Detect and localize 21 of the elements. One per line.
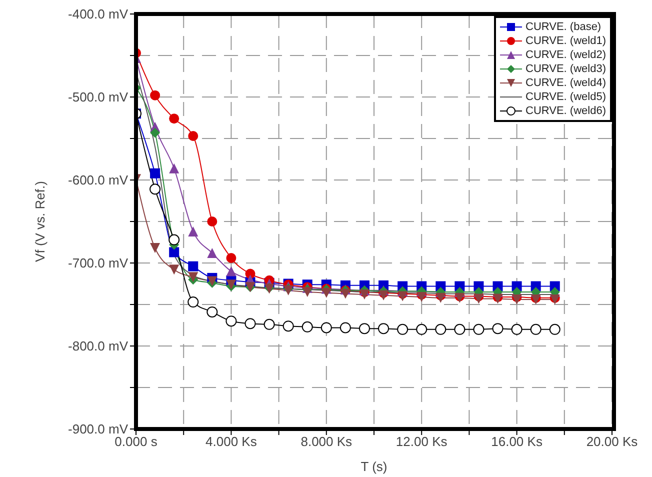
legend-label: CURVE. (weld5) (526, 91, 606, 103)
y-axis-title: Vf (V vs. Ref.) (32, 181, 48, 262)
y-tick-label: -400.0 mV (68, 6, 128, 22)
y-tick-label: -800.0 mV (68, 338, 128, 354)
legend-label: CURVE. (base) (526, 21, 602, 33)
x-tick-label: 4.000 Ks (206, 434, 258, 450)
y-tick-label: -700.0 mV (68, 256, 128, 271)
y-tick-label: -600.0 mV (68, 172, 128, 188)
x-axis-title: T (s) (360, 459, 388, 474)
x-tick-label: 8.000 Ks (300, 434, 353, 450)
x-tick-label: 12.00 Ks (396, 434, 448, 450)
legend-label: CURVE. (weld4) (526, 77, 606, 89)
x-tick-label: 0.000 s (114, 434, 158, 450)
y-tick-label: -900.0 mV (68, 422, 128, 437)
legend-label: CURVE. (weld1) (526, 35, 606, 47)
x-tick-label: 16.00 Ks (491, 434, 543, 450)
legend-label: CURVE. (weld6) (526, 105, 606, 117)
legend-label: CURVE. (weld2) (526, 49, 606, 61)
legend-label: CURVE. (weld3) (526, 63, 606, 75)
y-tick-label: -500.0 mV (68, 90, 128, 105)
x-tick-label: 20.00 Ks (586, 434, 638, 450)
